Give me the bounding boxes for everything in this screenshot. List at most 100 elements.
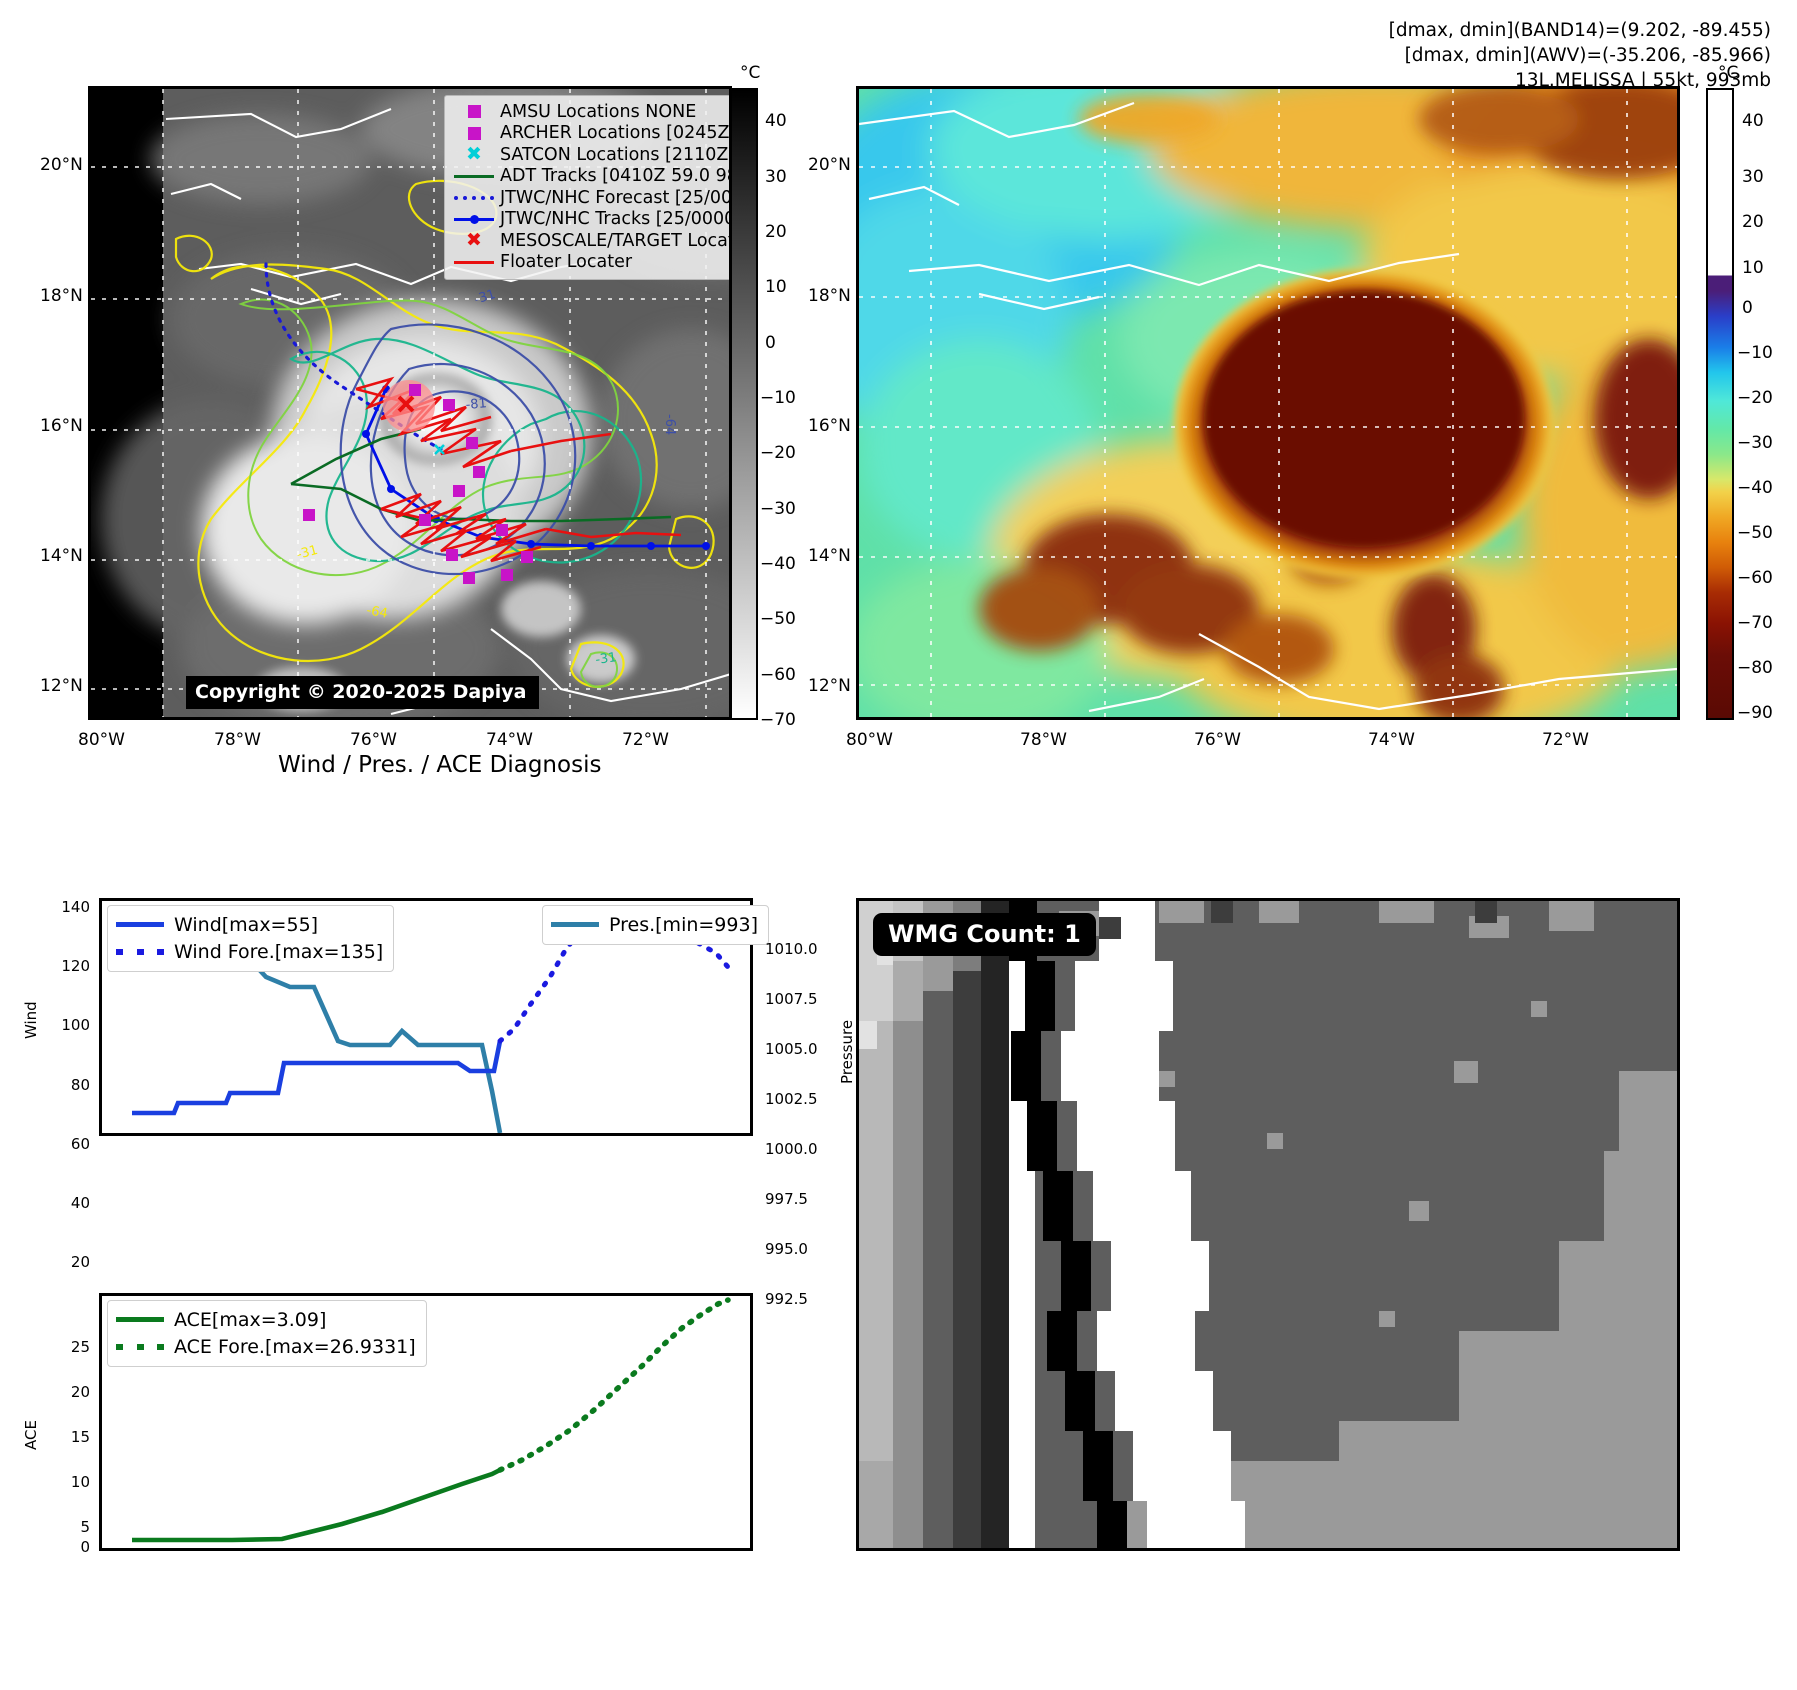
- legend-label: MESOSCALE/TARGET Location: [500, 230, 729, 251]
- legend-label: SATCON Locations [2110Z 49 993]: [500, 144, 729, 165]
- svg-text:-31: -31: [473, 287, 498, 308]
- awv-colorbar-tick: −60: [1737, 568, 1773, 588]
- awv-ytick: 12°N: [808, 676, 851, 696]
- ace-ytick: 15: [70, 1428, 90, 1446]
- legend-label: Wind Fore.[max=135]: [174, 940, 384, 963]
- contour-teal: [288, 337, 643, 564]
- pressure-legend: Pres.[min=993]: [542, 905, 769, 945]
- ir-colorbar-tick: 10: [765, 277, 787, 297]
- wind-ytick: 100: [61, 1016, 90, 1034]
- legend-label: JTWC/NHC Forecast [25/0000Z]: [500, 187, 732, 208]
- ir-colorbar-tick: −60: [760, 665, 796, 685]
- ir-ytick: 18°N: [40, 286, 83, 306]
- svg-text:-81: -81: [465, 396, 487, 413]
- awv-map-canvas: [859, 89, 1677, 717]
- awv-colorbar-tick: −70: [1737, 613, 1773, 633]
- map-legend: AMSU Locations NONE ARCHER Locations [02…: [444, 95, 732, 280]
- line-icon: [551, 922, 603, 927]
- pressure-ytick: 1000.0: [765, 1140, 818, 1158]
- awv-colorbar-tick: −90: [1737, 703, 1773, 723]
- pressure-ytick: 995.0: [765, 1240, 808, 1258]
- ace-canvas: [132, 1297, 731, 1543]
- ir-xtick: 76°W: [350, 730, 397, 750]
- awv-colorbar-tick: 10: [1742, 258, 1764, 278]
- dotted-line-icon: [452, 195, 496, 200]
- ir-colorbar: [730, 88, 758, 720]
- wind-ytick: 20: [70, 1253, 90, 1271]
- ace-chart[interactable]: ACE[max=3.09] ACE Fore.[max=26.9331]: [99, 1293, 753, 1551]
- wind-ytick: 120: [61, 957, 90, 975]
- header-info: [dmax, dmin](BAND14)=(9.202, -89.455) [d…: [1389, 18, 1771, 93]
- legend-label: Floater Locater: [500, 252, 633, 273]
- legend-label: Pres.[min=993]: [609, 913, 758, 936]
- ir-colorbar-units: °C: [740, 63, 761, 83]
- wind-legend: Wind[max=55] Wind Fore.[max=135]: [107, 905, 395, 972]
- lat-lon-grid: [859, 89, 1677, 717]
- awv-colorbar-tick: −40: [1737, 478, 1773, 498]
- legend-row: ACE Fore.[max=26.9331]: [116, 1333, 416, 1360]
- floater-locater: [355, 376, 682, 563]
- pressure-ytick: 1005.0: [765, 1040, 818, 1058]
- wmg-canvas: [859, 901, 1677, 1548]
- contour-label: -31 -64: [295, 543, 389, 622]
- wind-ytick: 40: [70, 1194, 90, 1212]
- ace-legend: ACE[max=3.09] ACE Fore.[max=26.9331]: [107, 1300, 427, 1367]
- legend-label: AMSU Locations NONE: [500, 101, 697, 122]
- legend-row: Wind[max=55]: [116, 911, 383, 938]
- legend-row: AMSU Locations NONE: [452, 101, 729, 123]
- line-icon: [116, 1317, 168, 1322]
- ir-colorbar-tick: 0: [765, 333, 776, 353]
- awv-colorbar-tick: 20: [1742, 212, 1764, 232]
- dmax-dmin-band14: [dmax, dmin](BAND14)=(9.202, -89.455): [1388, 20, 1771, 41]
- awv-satellite-map[interactable]: [856, 86, 1680, 720]
- svg-text:-31: -31: [295, 543, 319, 563]
- pressure-axis-label: Pressure: [838, 1019, 856, 1084]
- line-icon: [116, 922, 168, 927]
- jtwc-forecast-track: [264, 262, 443, 451]
- ace-axis-label: ACE: [22, 1420, 40, 1450]
- ir-colorbar-tick: −10: [760, 388, 796, 408]
- ir-ytick: 16°N: [40, 416, 83, 436]
- awv-xtick: 80°W: [846, 730, 893, 750]
- awv-colorbar-tick: −10: [1737, 343, 1773, 363]
- ir-ytick: 12°N: [40, 676, 83, 696]
- ace-ytick: 5: [80, 1518, 90, 1536]
- x-marker-icon: ✖: [466, 143, 482, 166]
- ace-series: [132, 1467, 502, 1543]
- ir-colorbar-tick: −70: [760, 710, 796, 730]
- legend-row: ✖ MESOSCALE/TARGET Location: [452, 230, 729, 252]
- line-icon: [452, 174, 496, 178]
- ir-xtick: 78°W: [214, 730, 261, 750]
- ir-xtick: 80°W: [78, 730, 125, 750]
- ace-forecast-series: [497, 1297, 731, 1473]
- wind-ytick: 80: [70, 1076, 90, 1094]
- ir-colorbar-tick: −50: [760, 609, 796, 629]
- ace-ytick: 0: [80, 1538, 90, 1556]
- diagnosis-chart-title: Wind / Pres. / ACE Diagnosis: [278, 752, 602, 778]
- wmg-count-badge: WMG Count: 1: [873, 913, 1096, 956]
- awv-colorbar-tick: −80: [1737, 658, 1773, 678]
- legend-row: Wind Fore.[max=135]: [116, 938, 383, 965]
- awv-colorbar: [1706, 88, 1734, 720]
- ir-colorbar-tick: −30: [760, 499, 796, 519]
- pressure-ytick: 992.5: [765, 1290, 808, 1308]
- svg-text:-64: -64: [662, 414, 677, 435]
- ir-colorbar-tick: 40: [765, 111, 787, 131]
- legend-row: ✖ SATCON Locations [2110Z 49 993]: [452, 143, 729, 166]
- wind-pressure-chart[interactable]: Wind[max=55] Wind Fore.[max=135] Pres.[m…: [99, 898, 769, 1136]
- line-with-marker-icon: [452, 214, 496, 224]
- dmax-dmin-awv: [dmax, dmin](AWV)=(-35.206, -85.966): [1404, 45, 1771, 67]
- awv-colorbar-tick: 30: [1742, 167, 1764, 187]
- awv-ytick: 20°N: [808, 155, 851, 175]
- ace-ytick: 25: [70, 1338, 90, 1356]
- legend-label: ADT Tracks [0410Z 59.0 987.6]: [500, 166, 729, 187]
- ir-satellite-map[interactable]: -31 -64 -31 -81 -64 -31: [88, 86, 732, 720]
- awv-xtick: 74°W: [1368, 730, 1415, 750]
- ace-ytick: 10: [70, 1473, 90, 1491]
- ir-colorbar-tick: −40: [760, 554, 796, 574]
- legend-label: ACE Fore.[max=26.9331]: [174, 1335, 416, 1358]
- wmg-map[interactable]: WMG Count: 1: [856, 898, 1680, 1551]
- ir-colorbar-tick: 30: [765, 167, 787, 187]
- awv-colorbar-units: °C: [1718, 63, 1739, 83]
- dashed-line-icon: [116, 1343, 168, 1350]
